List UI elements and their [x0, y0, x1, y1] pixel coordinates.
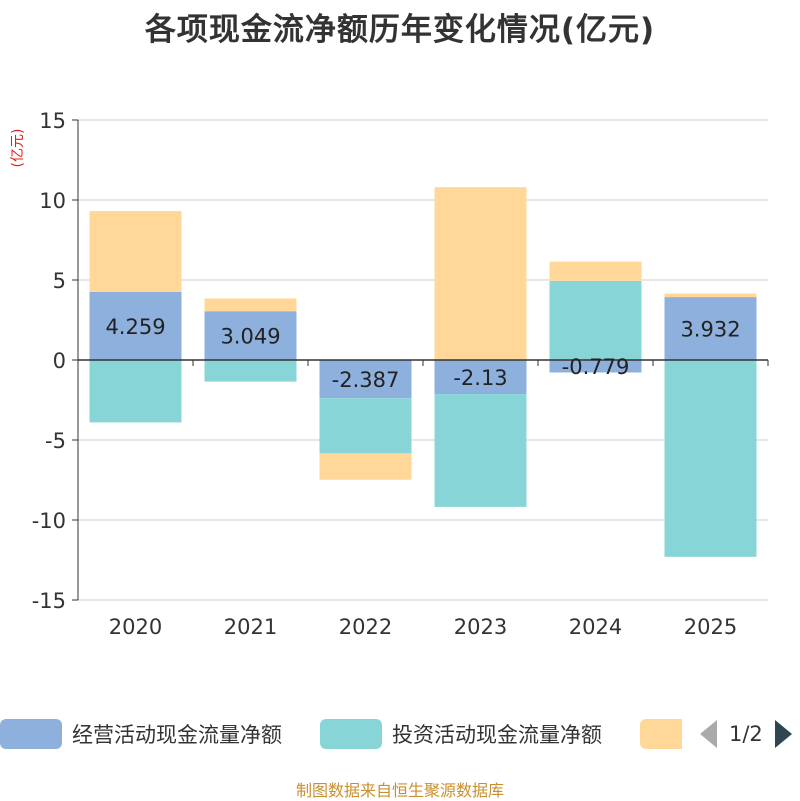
- bar-label-2024: -0.779: [562, 355, 630, 379]
- legend-item-operating[interactable]: 经营活动现金流量净额: [0, 716, 282, 752]
- bar-investing-2024: [549, 280, 642, 360]
- chart-title: 各项现金流净额历年变化情况(亿元): [144, 12, 656, 48]
- bar-label-2022: -2.387: [332, 368, 400, 392]
- bar-label-2021: 3.049: [220, 325, 280, 349]
- bar-label-2025: 3.932: [680, 318, 740, 342]
- legend-swatch-financing: [640, 719, 682, 749]
- pager-page-indicator: 1/2: [729, 722, 763, 746]
- y-axis-unit-label: (亿元): [10, 129, 26, 168]
- bar-financing-2025: [664, 293, 757, 298]
- legend: 经营活动现金流量净额 投资活动现金流量净额 1/2: [0, 716, 800, 752]
- bar-financing-2022: [319, 453, 412, 480]
- bar-financing-2024: [549, 261, 642, 281]
- legend-pager: 1/2: [700, 716, 792, 752]
- bar-investing-2020: [89, 360, 182, 423]
- grid-lines: [78, 119, 768, 601]
- legend-label-investing: 投资活动现金流量净额: [392, 723, 602, 747]
- bar-label-2023: -2.13: [453, 366, 507, 390]
- x-tick-label-2022: 2022: [339, 615, 392, 639]
- y-tick-label: 15: [39, 109, 66, 133]
- y-tick-label: -5: [45, 429, 66, 453]
- legend-item-financing[interactable]: [640, 716, 682, 752]
- y-tick-label: 5: [53, 269, 66, 293]
- bar-investing-2023: [434, 394, 527, 507]
- pager-prev-icon[interactable]: [700, 720, 717, 748]
- bar-financing-2023: [434, 187, 527, 360]
- legend-swatch-investing: [320, 719, 382, 749]
- x-tick-label-2023: 2023: [454, 615, 507, 639]
- bar-label-2020: 4.259: [105, 315, 165, 339]
- bar-layer: [89, 187, 757, 557]
- bar-operating-2020: [89, 291, 182, 360]
- x-tick-label-2025: 2025: [684, 615, 737, 639]
- bar-operating-2022: [319, 360, 412, 399]
- data-source-note: 制图数据来自恒生聚源数据库: [295, 781, 504, 800]
- x-tick-label-2024: 2024: [569, 615, 622, 639]
- bar-financing-2020: [89, 211, 182, 292]
- axes: 15 10 5 0 -5 -10 -15 2020 2021 2022 2023 2024 2025: [32, 109, 769, 639]
- legend-label-operating: 经营活动现金流量净额: [72, 723, 282, 747]
- y-tick-label: 10: [39, 189, 66, 213]
- bar-investing-2021: [204, 360, 297, 382]
- pager-next-icon[interactable]: [774, 720, 792, 748]
- bar-financing-2021: [204, 298, 297, 312]
- bar-operating-2024: [549, 360, 642, 373]
- legend-swatch-operating: [0, 719, 62, 749]
- y-tick-label: -10: [32, 509, 66, 533]
- x-tick-label-2020: 2020: [109, 615, 162, 639]
- x-tick-label-2021: 2021: [224, 615, 277, 639]
- bar-investing-2022: [319, 398, 412, 454]
- y-tick-label: -15: [32, 589, 66, 613]
- bar-operating-2023: [434, 360, 527, 395]
- bar-investing-2025: [664, 360, 757, 557]
- bar-operating-2025: [664, 297, 757, 360]
- bar-operating-2021: [204, 311, 297, 360]
- legend-item-investing[interactable]: 投资活动现金流量净额: [320, 716, 602, 752]
- y-tick-label: 0: [53, 349, 66, 373]
- bar-labels: 4.259 3.049 -2.387 -2.13 -0.779 3.932: [105, 315, 740, 392]
